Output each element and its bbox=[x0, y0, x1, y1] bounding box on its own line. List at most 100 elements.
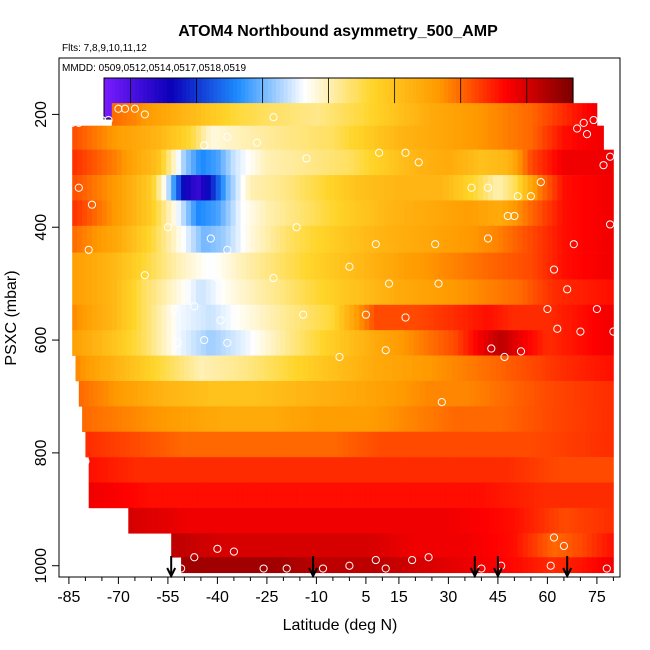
heatmap-cell bbox=[408, 330, 415, 356]
heatmap-cell bbox=[481, 431, 487, 458]
sample-point bbox=[434, 279, 443, 288]
heatmap-cell bbox=[483, 557, 489, 574]
heatmap-cell bbox=[158, 482, 164, 509]
heatmap-cell bbox=[309, 125, 316, 150]
heatmap-cell bbox=[374, 252, 380, 280]
heatmap-cell bbox=[374, 406, 380, 433]
sample-point bbox=[130, 104, 139, 113]
heatmap-cell bbox=[517, 252, 524, 280]
heatmap-cell bbox=[369, 125, 375, 150]
heatmap-cell bbox=[354, 149, 360, 176]
heatmap-cell bbox=[106, 225, 113, 253]
heatmap-cell bbox=[471, 431, 477, 458]
heatmap-cell bbox=[360, 507, 367, 534]
heatmap-cell bbox=[349, 103, 355, 126]
heatmap-cell bbox=[197, 380, 203, 407]
heatmap-cell bbox=[360, 482, 367, 509]
heatmap-cell bbox=[488, 175, 494, 201]
heatmap-cell bbox=[329, 406, 335, 433]
x-tick-label: -55 bbox=[156, 589, 179, 606]
heatmap-cell bbox=[418, 200, 425, 227]
heatmap-cell bbox=[96, 175, 103, 201]
heatmap-cell bbox=[286, 380, 293, 407]
heatmap-cell bbox=[329, 149, 335, 176]
heatmap-cell bbox=[136, 103, 142, 126]
heatmap-cell bbox=[334, 125, 340, 150]
heatmap-cell bbox=[126, 149, 132, 176]
heatmap-cell bbox=[430, 482, 436, 509]
heatmap-cell bbox=[430, 457, 436, 483]
heatmap-cell bbox=[192, 457, 198, 483]
heatmap-cell bbox=[382, 355, 388, 382]
heatmap-cell bbox=[387, 355, 393, 382]
heatmap-cell bbox=[433, 125, 439, 150]
heatmap-cell bbox=[385, 507, 392, 534]
sample-point bbox=[269, 113, 278, 122]
heatmap-cell bbox=[547, 125, 553, 150]
colorbar-segment bbox=[229, 78, 234, 119]
heatmap-cell bbox=[116, 330, 123, 356]
heatmap-cell bbox=[204, 431, 210, 458]
colorbar-segment bbox=[213, 78, 218, 119]
heatmap-cell bbox=[611, 175, 614, 201]
colorbar-segment bbox=[545, 78, 551, 119]
colorbar-segment bbox=[178, 78, 183, 119]
heatmap-cell bbox=[390, 457, 396, 483]
heatmap-cell bbox=[446, 355, 453, 382]
heatmap-cell bbox=[423, 533, 429, 558]
heatmap-cell bbox=[537, 279, 543, 306]
heatmap-cell bbox=[148, 507, 154, 534]
heatmap-cell bbox=[545, 431, 552, 458]
heatmap-cell bbox=[369, 304, 375, 331]
sample-point bbox=[163, 223, 172, 232]
heatmap-cell bbox=[359, 330, 365, 356]
heatmap-cell bbox=[384, 200, 390, 227]
heatmap-cell bbox=[359, 557, 365, 574]
heatmap-cell bbox=[309, 175, 316, 201]
heatmap-cell bbox=[217, 507, 223, 534]
heatmap-cell bbox=[398, 557, 405, 574]
heatmap-cell bbox=[228, 355, 235, 382]
heatmap-cell bbox=[393, 557, 400, 574]
heatmap-cell bbox=[334, 533, 340, 558]
heatmap-cell bbox=[359, 406, 365, 433]
heatmap-cell bbox=[491, 431, 497, 458]
heatmap-cell bbox=[562, 557, 568, 574]
heatmap-cell bbox=[80, 355, 86, 382]
sample-point bbox=[68, 118, 77, 127]
heatmap-cell bbox=[537, 533, 543, 558]
heatmap-cell bbox=[463, 279, 469, 306]
heatmap-cell bbox=[369, 175, 375, 201]
colorbar-segment bbox=[350, 78, 355, 119]
heatmap-cell bbox=[141, 125, 147, 150]
heatmap-cell bbox=[390, 380, 396, 407]
heatmap-cell bbox=[324, 225, 330, 253]
heatmap-cell bbox=[210, 304, 217, 331]
heatmap-cell bbox=[562, 533, 568, 558]
heatmap-cell bbox=[539, 457, 545, 483]
heatmap-cell bbox=[116, 225, 123, 253]
heatmap-cell bbox=[265, 533, 271, 558]
heatmap-cell bbox=[260, 533, 266, 558]
heatmap-cell bbox=[82, 225, 88, 253]
heatmap-cell bbox=[123, 457, 129, 483]
heatmap-cell bbox=[304, 125, 311, 150]
heatmap-cell bbox=[82, 279, 88, 306]
heatmap-cell bbox=[595, 355, 601, 382]
heatmap-cell bbox=[522, 125, 528, 150]
heatmap-cell bbox=[161, 103, 167, 126]
heatmap-cell bbox=[240, 125, 246, 150]
heatmap-cell bbox=[268, 355, 274, 382]
heatmap-cell bbox=[517, 103, 524, 126]
heatmap-cell bbox=[82, 330, 88, 356]
heatmap-cell bbox=[339, 304, 345, 331]
heatmap-cell bbox=[304, 200, 311, 227]
heatmap-cell bbox=[250, 533, 256, 558]
heatmap-cell bbox=[428, 279, 434, 306]
heatmap-cell bbox=[413, 533, 420, 558]
heatmap-cell bbox=[176, 103, 182, 126]
heatmap-cell bbox=[611, 304, 614, 331]
heatmap-cell bbox=[146, 279, 152, 306]
heatmap-cell bbox=[591, 149, 598, 176]
heatmap-cell bbox=[200, 304, 207, 331]
